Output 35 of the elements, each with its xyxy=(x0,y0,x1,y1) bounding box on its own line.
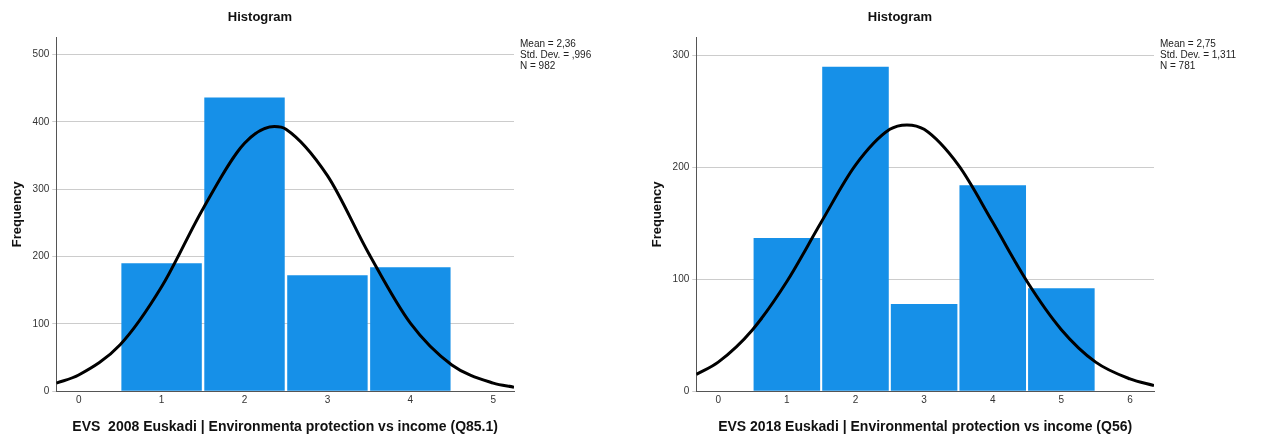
x-tick-label: 4 xyxy=(989,393,996,405)
text: N = 982 xyxy=(520,60,556,72)
x-tick-label: 0 xyxy=(715,393,722,405)
y-tick-label: 400 xyxy=(32,115,50,127)
x-tick-label: 1 xyxy=(784,393,791,405)
y-tick-label: 300 xyxy=(672,49,690,61)
x-tick-label: 5 xyxy=(490,393,497,405)
text: Mean = 2,75 xyxy=(1160,38,1217,50)
x-tick-label: 6 xyxy=(1127,393,1134,405)
y-tick-label: 200 xyxy=(672,161,690,173)
chart-title: Histogram xyxy=(867,9,933,25)
x-tick-label: 5 xyxy=(1058,393,1065,405)
y-axis-title: Frequency xyxy=(649,180,665,248)
x-tick-label: 1 xyxy=(158,393,165,405)
text: Mean = 2,36 xyxy=(520,38,577,50)
x-tick-label: 3 xyxy=(921,393,928,405)
y-tick-label: 200 xyxy=(32,250,50,262)
x-tick-label: 4 xyxy=(407,393,414,405)
x-tick-label: 2 xyxy=(241,393,248,405)
y-axis-title: Frequency xyxy=(9,180,25,248)
y-tick-label: 300 xyxy=(32,182,50,194)
y-tick-label: 0 xyxy=(683,384,690,396)
x-axis-title: EVS 2008 Euskadi | Environmenta protection vs income (Q85.1) xyxy=(72,418,498,435)
y-tick-label: 100 xyxy=(672,273,690,285)
text: Std. Dev. = 1,311 xyxy=(1160,49,1237,61)
x-tick-label: 3 xyxy=(324,393,331,405)
chart-title: Histogram xyxy=(227,9,293,25)
x-tick-label: 0 xyxy=(75,393,82,405)
y-tick-label: 0 xyxy=(43,384,50,396)
text: N = 781 xyxy=(1160,60,1196,72)
x-tick-label: 2 xyxy=(852,393,859,405)
y-tick-label: 500 xyxy=(32,48,50,60)
text: Std. Dev. = ,996 xyxy=(520,49,592,61)
x-axis-title: EVS 2018 Euskadi | Environmental protection vs income (Q56) xyxy=(718,418,1133,435)
y-tick-label: 100 xyxy=(32,317,50,329)
